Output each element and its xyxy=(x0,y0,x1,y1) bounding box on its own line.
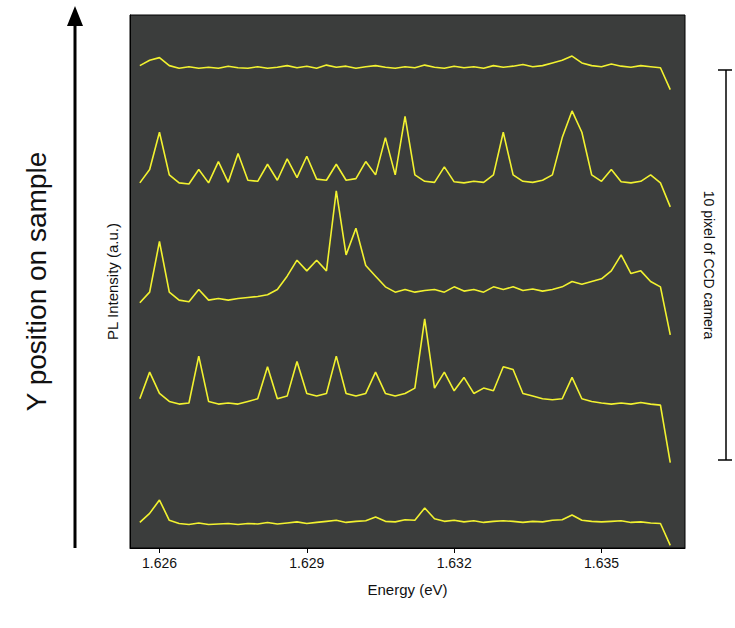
svg-text:Y position on sample: Y position on sample xyxy=(21,152,52,411)
svg-text:1.626: 1.626 xyxy=(142,555,177,571)
svg-text:10 pixel of CCD camera: 10 pixel of CCD camera xyxy=(701,191,717,340)
svg-text:PL Intensity (a.u.): PL Intensity (a.u.) xyxy=(104,223,121,340)
svg-text:Energy (eV): Energy (eV) xyxy=(367,581,447,598)
svg-text:1.629: 1.629 xyxy=(289,555,324,571)
svg-text:1.632: 1.632 xyxy=(437,555,472,571)
svg-text:1.635: 1.635 xyxy=(584,555,619,571)
